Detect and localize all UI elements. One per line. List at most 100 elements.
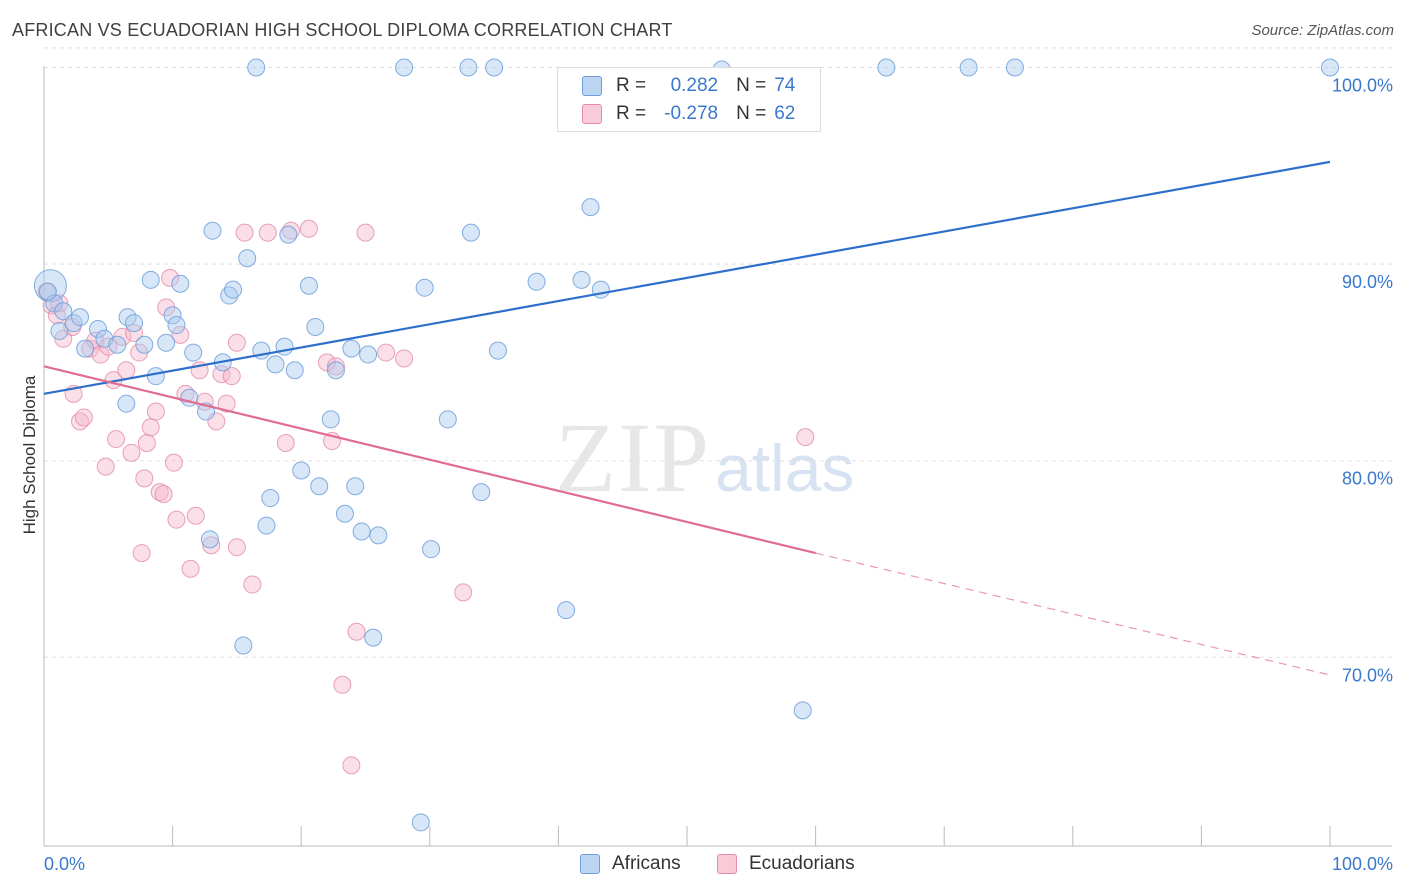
africans-trend-line <box>43 160 1331 395</box>
africans-point <box>279 225 298 244</box>
africans-point <box>342 339 361 358</box>
africans-point <box>557 601 576 620</box>
africans-point <box>257 516 276 535</box>
africans-point <box>117 394 136 413</box>
africans-point <box>200 530 219 549</box>
watermark-zip: ZIP <box>555 402 711 513</box>
ecuadorians-point <box>202 536 221 555</box>
ecuadorians-point <box>326 357 345 376</box>
africans-point <box>472 483 491 502</box>
watermark-atlas: atlas <box>715 431 855 505</box>
africans-point <box>310 477 329 496</box>
ecuadorians-point <box>154 485 173 504</box>
ecuadorians-point <box>317 353 336 372</box>
africans-point <box>247 58 266 77</box>
legend-row-ecuadorians: R = -0.278 N = 62 <box>582 101 795 127</box>
africans-point <box>959 58 978 77</box>
tick-labels: 70.0% 80.0% 90.0% 100.0% 0.0% 100.0% <box>44 76 1393 874</box>
legend-r-value: 0.282 <box>670 75 719 96</box>
africans-point <box>135 335 154 354</box>
africans-point <box>266 355 285 374</box>
ecuadorians-point <box>164 453 183 472</box>
africans-point <box>76 339 95 358</box>
ecuadorians-point <box>796 428 815 447</box>
ecuadorians-point <box>167 510 186 529</box>
ecuadorians-point <box>181 559 200 578</box>
africans-point <box>369 526 388 545</box>
ecuadorians-point <box>117 361 136 380</box>
ecuadorians-point <box>171 325 190 344</box>
legend-n-value: 62 <box>774 103 796 124</box>
bottom-legend-ecuadorians: Ecuadorians <box>717 852 855 876</box>
ecuadorians-point <box>347 622 366 641</box>
legend-r-label: R = <box>616 75 647 96</box>
ecuadorians-point <box>227 538 246 557</box>
africans-point <box>364 628 383 647</box>
ecuadorians-point <box>135 469 154 488</box>
africans-points <box>33 58 1339 832</box>
ecuadorians-point <box>356 223 375 242</box>
africans-point <box>157 333 176 352</box>
africans-point <box>203 221 222 240</box>
ecuadorians-point <box>299 219 318 238</box>
africans-point <box>572 270 591 289</box>
africans-point <box>71 308 90 327</box>
africans-point <box>395 58 414 77</box>
africans-point <box>146 367 165 386</box>
ecuadorians-point <box>342 756 361 775</box>
ecuadorians-swatch <box>582 104 602 124</box>
africans-point <box>306 318 325 337</box>
africans-point <box>459 58 478 77</box>
africans-point <box>438 410 457 429</box>
africans-point <box>184 343 203 362</box>
y-tick-label: 90.0% <box>1342 272 1393 292</box>
africans-point <box>238 249 257 268</box>
ecuadorians-swatch <box>717 854 737 874</box>
africans-label: Africans <box>612 853 681 874</box>
ecuadorians-point <box>186 506 205 525</box>
ecuadorians-point <box>276 434 295 452</box>
legend-n-label: N = <box>736 103 767 124</box>
source-credit: Source: ZipAtlas.com <box>1251 22 1394 39</box>
legend-r-label: R = <box>616 103 647 124</box>
africans-point <box>326 361 345 380</box>
africans-point <box>346 477 365 496</box>
africans-point <box>527 272 546 291</box>
africans-point <box>163 306 182 325</box>
chart-title: AFRICAN VS ECUADORIAN HIGH SCHOOL DIPLOM… <box>12 20 673 40</box>
africans-point <box>234 636 253 655</box>
ecuadorians-point <box>395 349 414 368</box>
ecuadorians-point <box>107 430 126 449</box>
legend-r-value: -0.278 <box>664 103 719 124</box>
ecuadorians-point <box>235 223 254 242</box>
grid-lines <box>44 47 1392 658</box>
africans-point <box>261 489 280 508</box>
africans-point <box>33 269 67 303</box>
ecuadorians-point <box>217 394 236 413</box>
africans-point <box>359 345 378 364</box>
ecuadorians-point <box>243 575 262 594</box>
africans-point <box>50 321 69 340</box>
africans-point <box>38 282 57 301</box>
legend-n-value: 74 <box>774 75 796 96</box>
ecuadorians-point <box>333 675 352 694</box>
africans-point <box>335 504 354 523</box>
africans-point <box>224 280 243 299</box>
ecuadorians-label: Ecuadorians <box>749 853 855 874</box>
ecuadorians-trend-line <box>43 365 816 555</box>
y-tick-label: 100.0% <box>1332 76 1393 96</box>
y-tick-label: 80.0% <box>1342 469 1393 489</box>
legend-row-africans: R = 0.282 N = 74 <box>582 73 795 99</box>
bottom-legend-africans: Africans <box>580 852 681 876</box>
africans-point <box>485 58 504 77</box>
ecuadorians-point <box>227 333 246 352</box>
ecuadorians-point <box>141 418 160 437</box>
africans-point <box>352 522 371 541</box>
africans-point <box>125 314 144 333</box>
ecuadorians-point <box>74 408 93 427</box>
africans-point <box>591 280 610 299</box>
ecuadorians-point <box>146 402 165 421</box>
africans-point <box>411 813 430 832</box>
africans-point <box>54 302 73 321</box>
africans-swatch <box>582 76 602 96</box>
